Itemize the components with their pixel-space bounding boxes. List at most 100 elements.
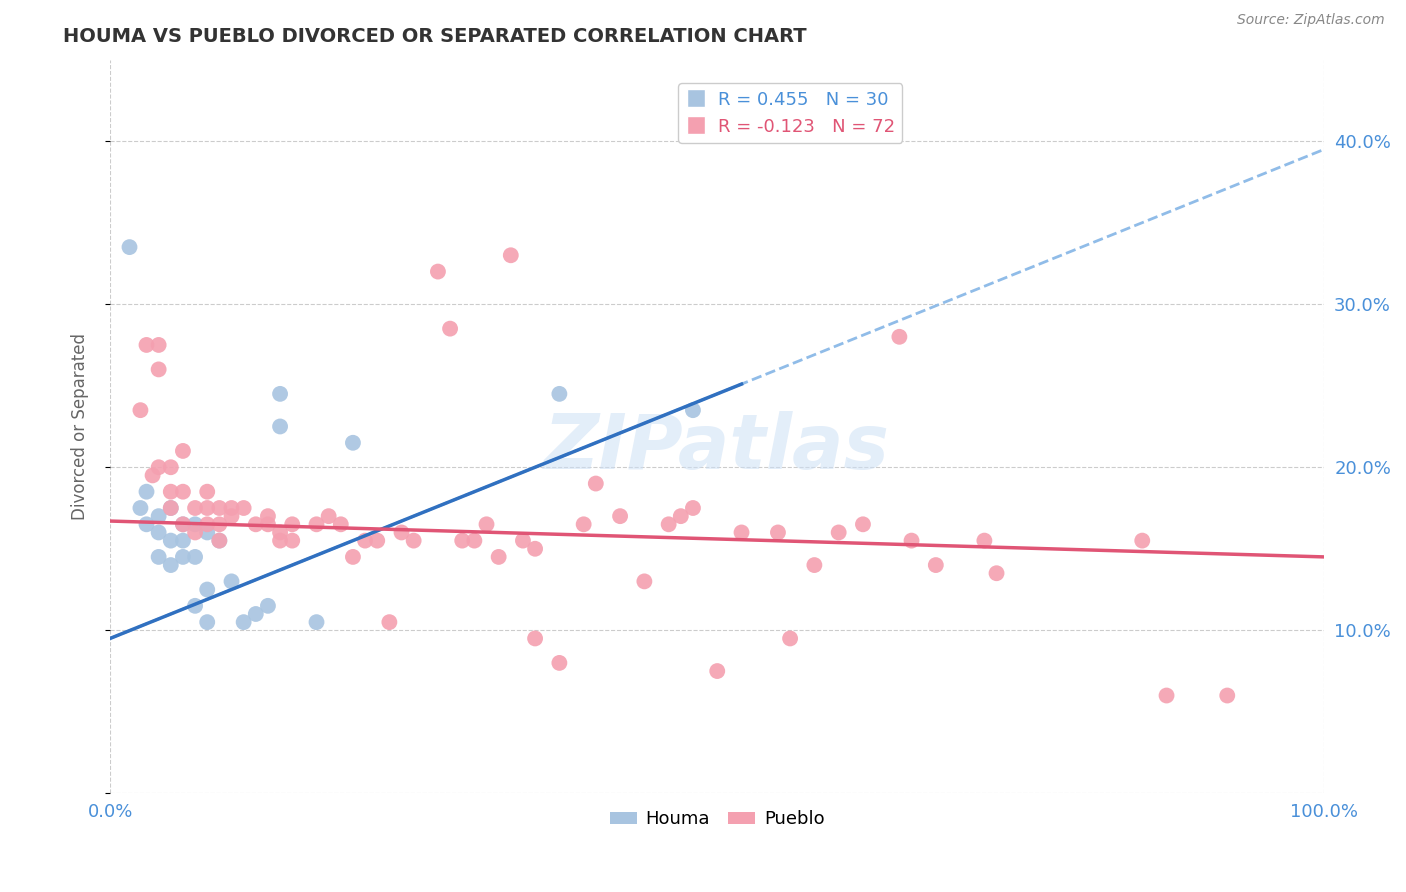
- Point: [900, 533, 922, 548]
- Point: [426, 264, 449, 278]
- Point: [172, 533, 194, 548]
- Point: [129, 501, 152, 516]
- Point: [658, 517, 681, 532]
- Point: [281, 533, 304, 548]
- Point: [148, 549, 170, 564]
- Point: [524, 541, 547, 556]
- Point: [148, 460, 170, 475]
- Point: [609, 509, 631, 524]
- Text: HOUMA VS PUEBLO DIVORCED OR SEPARATED CORRELATION CHART: HOUMA VS PUEBLO DIVORCED OR SEPARATED CO…: [63, 27, 807, 45]
- Text: Source: ZipAtlas.com: Source: ZipAtlas.com: [1237, 13, 1385, 28]
- Point: [159, 484, 181, 499]
- Point: [184, 517, 207, 532]
- Point: [184, 501, 207, 516]
- Point: [195, 501, 218, 516]
- Point: [148, 338, 170, 352]
- Point: [402, 533, 425, 548]
- Point: [135, 517, 157, 532]
- Point: [366, 533, 388, 548]
- Point: [986, 566, 1008, 581]
- Point: [281, 517, 304, 532]
- Point: [257, 509, 280, 524]
- Point: [221, 501, 243, 516]
- Point: [1216, 689, 1239, 703]
- Point: [245, 517, 267, 532]
- Point: [488, 549, 510, 564]
- Point: [172, 517, 194, 532]
- Point: [475, 517, 498, 532]
- Point: [221, 509, 243, 524]
- Point: [257, 517, 280, 532]
- Point: [269, 419, 291, 434]
- Point: [512, 533, 534, 548]
- Point: [195, 517, 218, 532]
- Point: [766, 525, 789, 540]
- Point: [148, 509, 170, 524]
- Point: [391, 525, 413, 540]
- Point: [779, 632, 801, 646]
- Point: [463, 533, 485, 548]
- Point: [305, 517, 328, 532]
- Point: [159, 501, 181, 516]
- Point: [524, 632, 547, 646]
- Point: [195, 484, 218, 499]
- Point: [221, 574, 243, 589]
- Point: [184, 525, 207, 540]
- Point: [148, 362, 170, 376]
- Point: [354, 533, 377, 548]
- Point: [135, 484, 157, 499]
- Point: [172, 484, 194, 499]
- Point: [257, 599, 280, 613]
- Point: [208, 517, 231, 532]
- Point: [329, 517, 352, 532]
- Point: [803, 558, 825, 572]
- Point: [439, 321, 461, 335]
- Point: [706, 664, 728, 678]
- Point: [1156, 689, 1178, 703]
- Point: [159, 460, 181, 475]
- Point: [172, 444, 194, 458]
- Point: [195, 525, 218, 540]
- Point: [827, 525, 849, 540]
- Point: [159, 558, 181, 572]
- Point: [195, 582, 218, 597]
- Point: [269, 387, 291, 401]
- Point: [682, 501, 704, 516]
- Point: [159, 501, 181, 516]
- Legend: Houma, Pueblo: Houma, Pueblo: [602, 803, 832, 836]
- Point: [1130, 533, 1153, 548]
- Point: [378, 615, 401, 629]
- Point: [730, 525, 752, 540]
- Point: [135, 338, 157, 352]
- Point: [118, 240, 141, 254]
- Point: [889, 330, 911, 344]
- Point: [159, 533, 181, 548]
- Point: [682, 403, 704, 417]
- Point: [269, 533, 291, 548]
- Point: [208, 533, 231, 548]
- Point: [142, 468, 165, 483]
- Point: [232, 501, 254, 516]
- Point: [305, 615, 328, 629]
- Point: [245, 607, 267, 621]
- Point: [148, 525, 170, 540]
- Point: [318, 509, 340, 524]
- Point: [499, 248, 522, 262]
- Point: [451, 533, 474, 548]
- Point: [232, 615, 254, 629]
- Text: ZIPatlas: ZIPatlas: [544, 411, 890, 485]
- Point: [633, 574, 655, 589]
- Y-axis label: Divorced or Separated: Divorced or Separated: [72, 333, 89, 520]
- Point: [208, 533, 231, 548]
- Point: [129, 403, 152, 417]
- Point: [548, 656, 571, 670]
- Point: [973, 533, 995, 548]
- Point: [669, 509, 692, 524]
- Point: [342, 549, 364, 564]
- Point: [572, 517, 595, 532]
- Point: [548, 387, 571, 401]
- Point: [172, 549, 194, 564]
- Point: [852, 517, 875, 532]
- Point: [342, 435, 364, 450]
- Point: [269, 525, 291, 540]
